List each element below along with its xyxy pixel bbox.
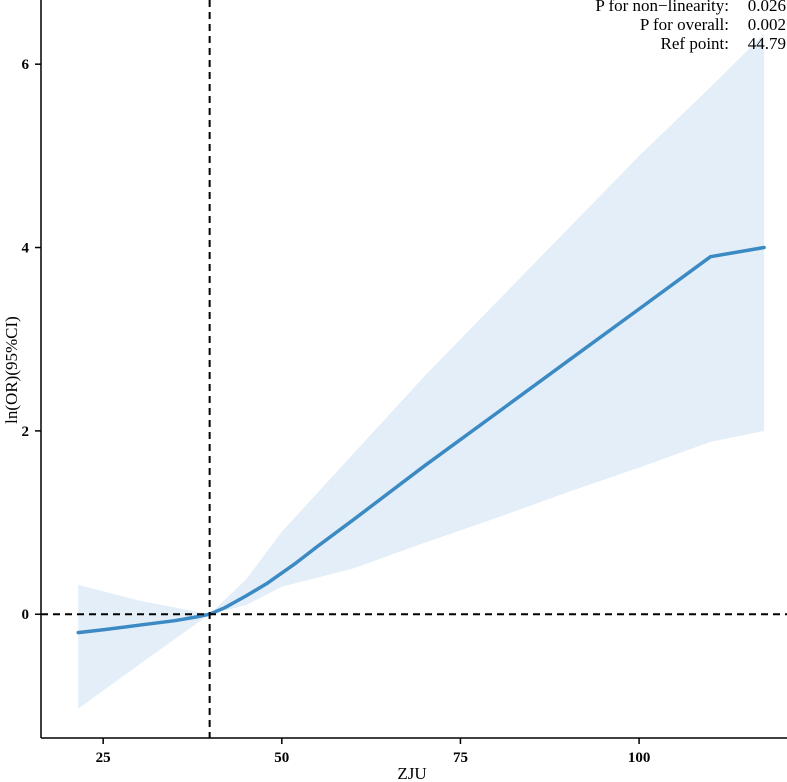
annotation-value: 0.002: [748, 15, 786, 34]
y-tick-label: 0: [22, 607, 30, 623]
annotation-value: 44.79: [748, 34, 786, 53]
x-tick-label: 75: [453, 750, 468, 766]
y-axis-title: ln(OR)(95%CI): [2, 316, 21, 424]
y-tick-label: 6: [22, 57, 30, 73]
annotation-value: 0.026: [748, 0, 786, 15]
annotation-label: Ref point:: [661, 34, 729, 53]
confidence-band: [78, 33, 765, 709]
y-tick-label: 2: [22, 424, 30, 440]
x-tick-label: 100: [628, 750, 651, 766]
x-tick-label: 25: [96, 750, 111, 766]
y-tick-label: 4: [22, 241, 30, 257]
x-axis-title: ZJU: [397, 764, 426, 782]
series-line: [76, 245, 766, 635]
annotation-label: P for overall:: [640, 15, 729, 34]
x-tick-label: 50: [274, 750, 289, 766]
annotation-label: P for non−linearity:: [595, 0, 729, 15]
